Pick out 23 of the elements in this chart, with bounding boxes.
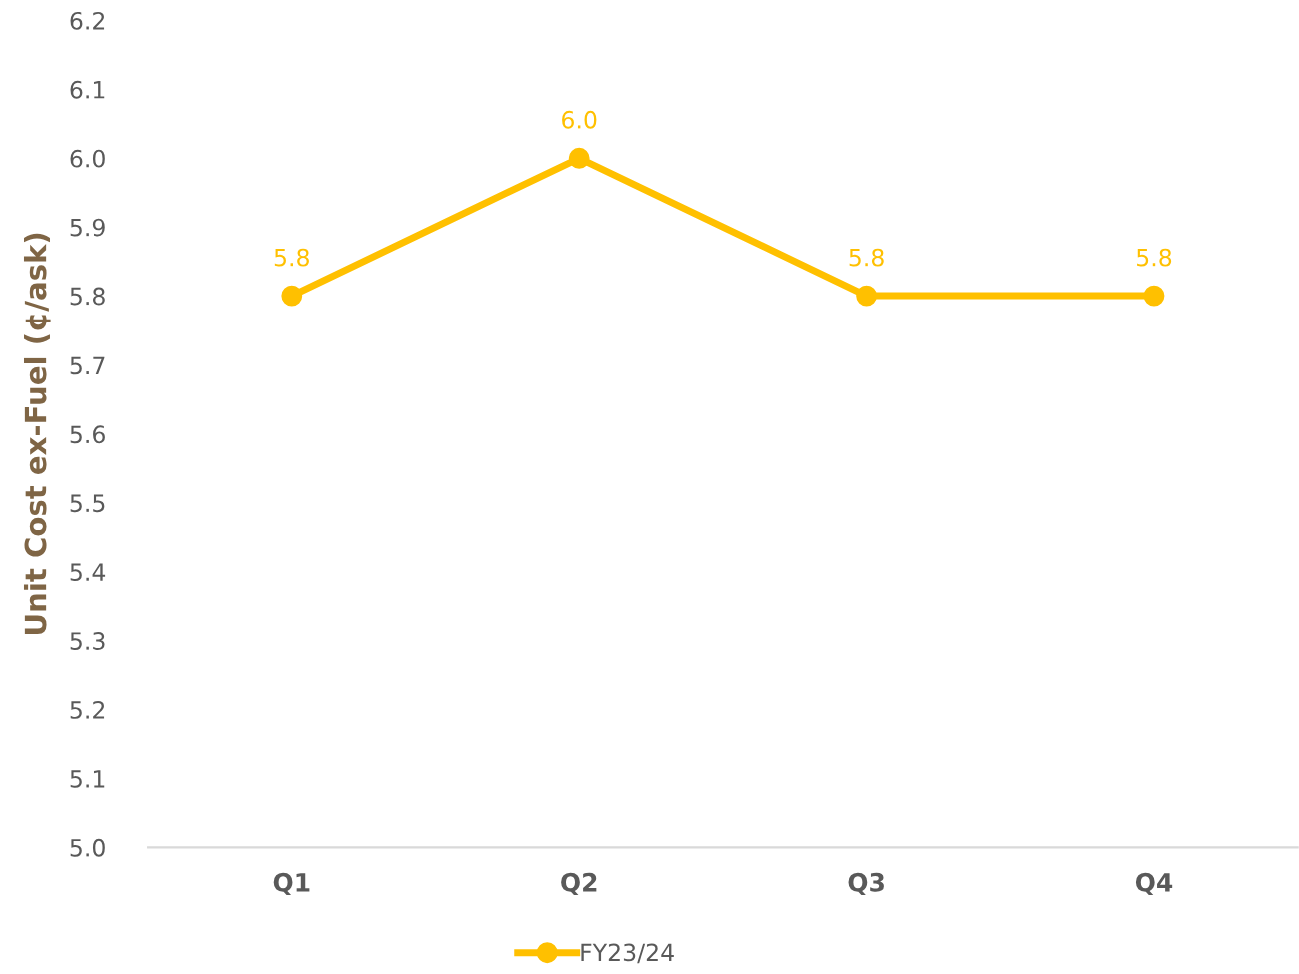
data-label: 5.8 <box>274 248 309 267</box>
y-tick-label: 5.2 <box>70 701 105 719</box>
y-tick-label: 5.6 <box>70 425 105 444</box>
y-tick-label: 5.8 <box>70 287 105 306</box>
x-tick-label: Q4 <box>1135 872 1173 896</box>
y-tick-label: 5.5 <box>70 494 105 513</box>
y-tick-label: 5.1 <box>70 770 105 788</box>
y-tick-label: 6.0 <box>70 149 105 168</box>
x-tick-label: Q3 <box>848 872 884 896</box>
y-tick-label: 6.2 <box>70 11 105 30</box>
data-label: 5.8 <box>1137 248 1172 267</box>
data-label: 6.0 <box>562 110 597 129</box>
legend-label: FY23/24 <box>581 943 674 964</box>
y-tick-label: 6.1 <box>70 80 105 99</box>
y-tick-label: 5.9 <box>70 218 105 237</box>
y-axis-title: Unit Cost ex-Fuel (¢/ask) <box>23 233 51 634</box>
y-tick-label: 5.4 <box>70 563 106 582</box>
x-tick-label: Q1 <box>273 872 310 896</box>
x-tick-label: Q2 <box>561 872 597 896</box>
data-label: 5.8 <box>849 248 884 267</box>
y-tick-label: 5.7 <box>70 356 105 375</box>
y-tick-label: 5.3 <box>70 632 105 650</box>
y-tick-label: 5.0 <box>70 838 105 857</box>
